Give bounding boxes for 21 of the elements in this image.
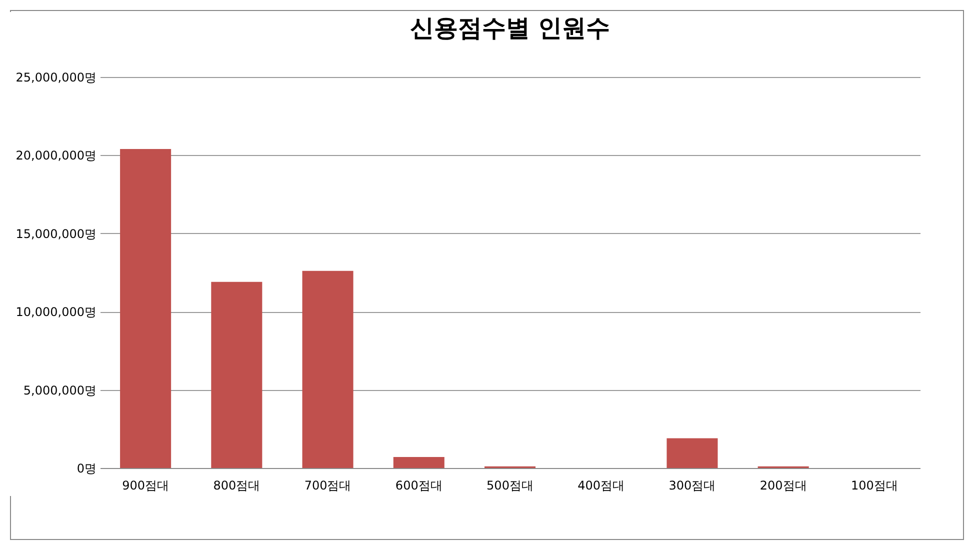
bar — [211, 282, 262, 468]
y-tick-label: 0명 — [76, 462, 96, 476]
x-tick-label: 500점대 — [486, 478, 534, 492]
y-tick-label: 25,000,000명 — [16, 70, 96, 84]
y-tick-label: 15,000,000명 — [16, 226, 96, 241]
bar — [666, 438, 718, 468]
x-tick-label: 100점대 — [850, 478, 898, 492]
x-tick-label: 400점대 — [578, 478, 625, 492]
x-tick-label: 600점대 — [395, 478, 442, 492]
x-tick-label: 300점대 — [668, 478, 716, 492]
chart-title: 신용점수별 인원수 — [410, 14, 610, 42]
bar — [120, 148, 172, 468]
x-tick-label: 900점대 — [122, 478, 170, 492]
x-tick-label: 800점대 — [213, 478, 260, 492]
y-tick-label: 20,000,000명 — [16, 148, 96, 163]
x-tick-label: 700점대 — [304, 478, 352, 492]
bar — [393, 457, 444, 468]
x-tick-label: 200점대 — [760, 478, 807, 492]
bar — [302, 270, 354, 468]
y-tick-label: 10,000,000명 — [16, 305, 96, 320]
y-tick-label: 5,000,000명 — [23, 383, 96, 398]
